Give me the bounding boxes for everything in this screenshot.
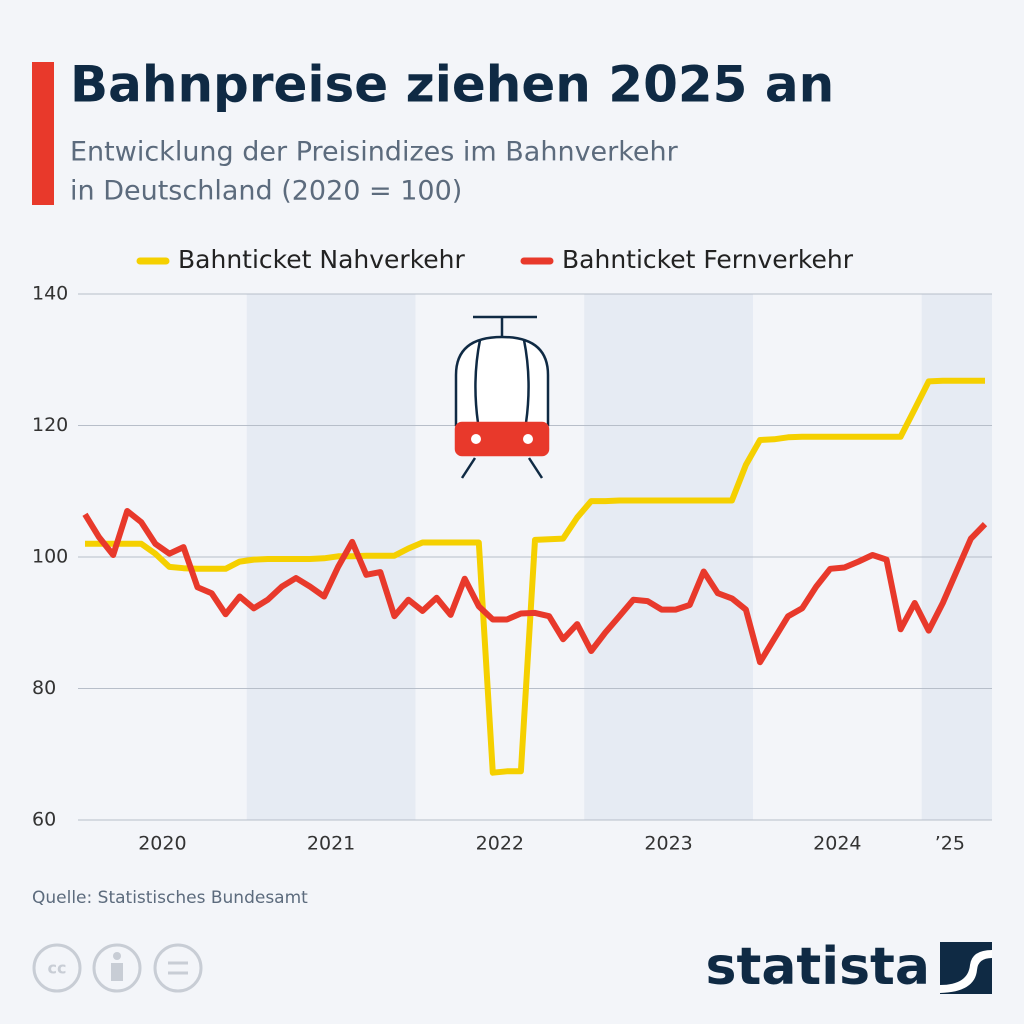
brand-logo — [940, 942, 992, 994]
x-tick-label: 2022 — [476, 833, 524, 855]
license-icons: cc — [32, 943, 203, 993]
y-tick-label: 120 — [32, 414, 68, 436]
chart-title: Bahnpreise ziehen 2025 an — [70, 56, 834, 114]
legend-label: Bahnticket Fernverkehr — [562, 245, 854, 274]
x-tick-label: 2020 — [138, 833, 186, 855]
x-tick-label: ’25 — [935, 833, 965, 855]
source: Quelle: Statistisches Bundesamt — [32, 888, 308, 908]
brand: statista — [706, 937, 930, 997]
y-tick-label: 140 — [32, 283, 68, 305]
svg-text:cc: cc — [48, 959, 67, 978]
y-tick-label: 80 — [32, 677, 56, 699]
subtitle: in Deutschland (2020 = 100) — [70, 176, 462, 207]
y-tick-label: 100 — [32, 546, 68, 568]
x-tick-label: 2023 — [644, 833, 692, 855]
line-series — [82, 508, 988, 666]
line-series — [85, 377, 985, 776]
accent-bar — [32, 62, 54, 205]
train-icon — [454, 315, 550, 479]
legend-label: Bahnticket Nahverkehr — [178, 245, 466, 274]
x-tick-label: 2024 — [813, 833, 861, 855]
y-tick-label: 60 — [32, 809, 56, 831]
x-tick-label: 2021 — [307, 833, 355, 855]
subtitle: Entwicklung der Preisindizes im Bahnverk… — [70, 137, 679, 168]
plot-area: 60 80 100 120 140 2020 2021 2022 2023 2024 ’25 — [32, 283, 992, 855]
